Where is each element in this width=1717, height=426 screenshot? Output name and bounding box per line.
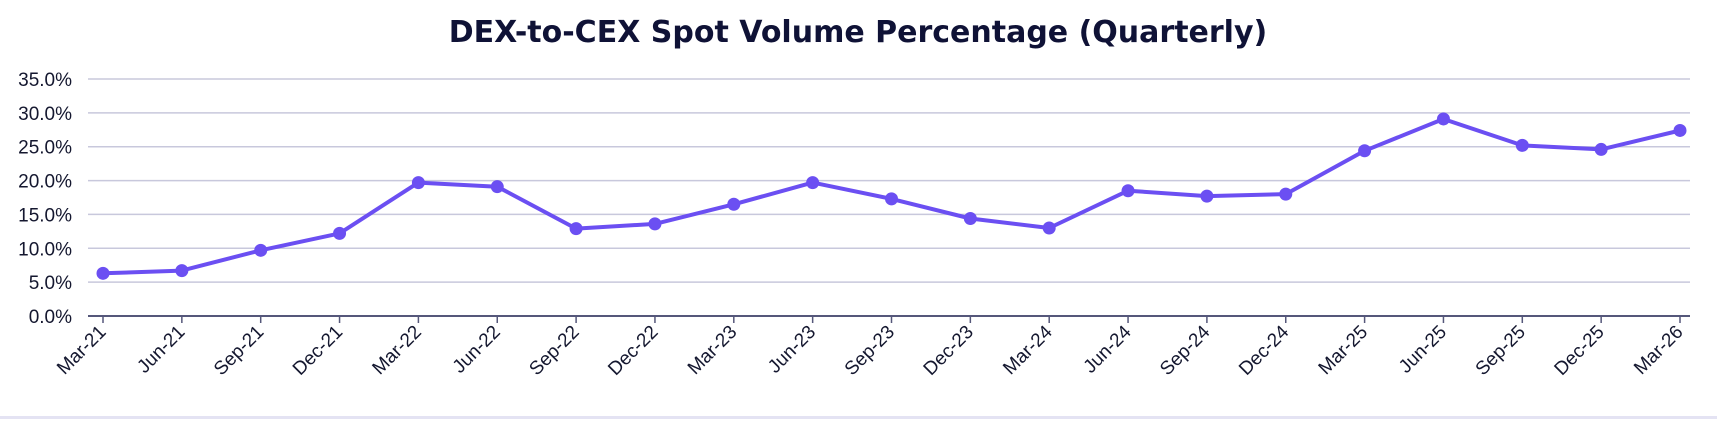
data-point <box>411 176 425 190</box>
data-point <box>1673 123 1687 137</box>
y-tick-label: 5.0% <box>29 273 72 294</box>
x-tick-label: Mar-26 <box>1630 322 1687 379</box>
data-point <box>1358 144 1372 158</box>
y-tick-label: 20.0% <box>18 172 72 193</box>
y-tick-label: 0.0% <box>29 307 72 328</box>
x-tick-label: Sep-22 <box>525 322 583 380</box>
data-point <box>96 266 110 280</box>
x-tick-label: Mar-23 <box>684 322 741 379</box>
data-point <box>1515 138 1529 152</box>
x-tick-label: Sep-24 <box>1156 321 1214 379</box>
data-point <box>727 197 741 211</box>
x-tick-label: Dec-23 <box>920 322 978 380</box>
series <box>96 112 1687 280</box>
y-tick-label: 25.0% <box>18 138 72 159</box>
data-point <box>1042 221 1056 235</box>
y-tick-label: 15.0% <box>18 205 72 226</box>
data-point <box>1279 187 1293 201</box>
data-point <box>1594 142 1608 156</box>
data-point <box>648 217 662 231</box>
data-point <box>254 243 268 257</box>
data-point <box>963 211 977 225</box>
x-tick-label: Sep-25 <box>1472 322 1530 380</box>
x-tick-label: Mar-25 <box>1315 322 1372 379</box>
x-tick-label: Jun-22 <box>449 322 505 378</box>
data-point <box>885 192 898 206</box>
data-point <box>333 226 347 240</box>
data-point <box>175 264 189 278</box>
x-tick-label: Jun-25 <box>1395 322 1451 378</box>
data-point <box>1121 184 1135 198</box>
x-tick-label: Jun-21 <box>133 322 189 378</box>
x-tick-label: Dec-22 <box>604 322 662 380</box>
y-tick-label: 30.0% <box>18 104 72 125</box>
grid-lines <box>88 78 1690 283</box>
y-tick-label: 35.0% <box>18 70 72 91</box>
chart-title: DEX-to-CEX Spot Volume Percentage (Quart… <box>449 15 1267 50</box>
data-point <box>1200 189 1214 203</box>
bottom-divider <box>0 416 1717 419</box>
data-point <box>806 176 820 190</box>
x-tick-label: Dec-24 <box>1235 321 1293 379</box>
x-tick-label: Dec-21 <box>289 322 347 380</box>
x-tick-label: Sep-21 <box>210 322 268 380</box>
x-axis: Mar-21 Jun-21 Sep-21 Dec-21 Mar-22 Jun-22 Sep-… <box>53 315 1690 380</box>
x-tick-label: Mar-21 <box>53 322 110 379</box>
x-tick-label: Sep-23 <box>841 322 899 380</box>
y-axis: 0.0% 5.0% 10.0% 15.0% 20.0% 25.0% 30.0% 35.0% <box>18 70 72 328</box>
x-tick-label: Jun-24 <box>1080 321 1136 377</box>
y-tick-label: 10.0% <box>18 239 72 260</box>
data-point <box>1436 112 1450 126</box>
x-tick-label: Dec-25 <box>1551 322 1609 380</box>
x-tick-label: Mar-24 <box>999 321 1057 379</box>
x-tick-label: Mar-22 <box>369 322 426 379</box>
data-point <box>569 222 583 236</box>
data-point <box>490 180 504 194</box>
x-tick-label: Jun-23 <box>764 322 820 378</box>
